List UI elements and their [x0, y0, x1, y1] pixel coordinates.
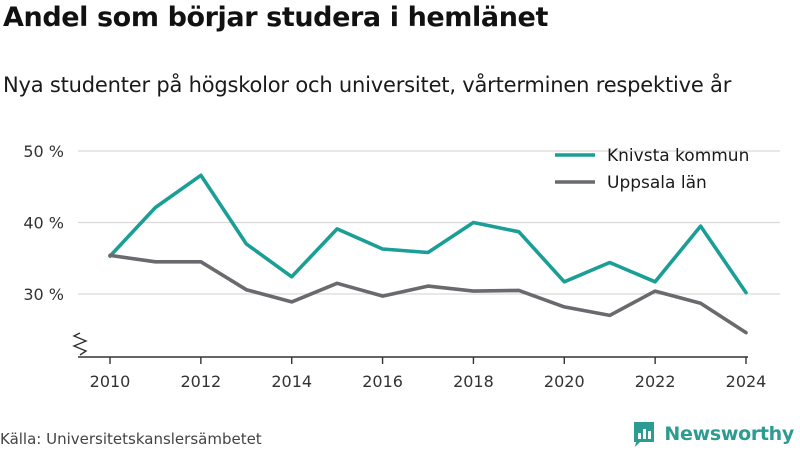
- chart-subtitle: Nya studenter på högskolor och universit…: [3, 73, 732, 97]
- y-tick-label: 40 %: [23, 214, 64, 233]
- x-tick-label: 2024: [726, 372, 767, 391]
- x-tick-label: 2014: [271, 372, 312, 391]
- x-tick-label: 2020: [544, 372, 585, 391]
- axis-break-icon: [72, 332, 88, 356]
- x-tick-label: 2018: [453, 372, 494, 391]
- x-tick-label: 2016: [362, 372, 403, 391]
- legend-label: Knivsta kommun: [607, 146, 749, 166]
- series-line-uppsala: [108, 253, 748, 335]
- x-tick-label: 2022: [635, 372, 676, 391]
- brand-logo: Newsworthy: [632, 420, 794, 448]
- source-note: Källa: Universitetskanslersämbetet: [0, 430, 262, 448]
- line-chart: 30 % 40 % 50 % 2010 2012 2014 2016 2018 2020 2022…: [23, 142, 780, 391]
- brand-name: Newsworthy: [664, 423, 794, 445]
- x-tick-label: 2012: [180, 372, 221, 391]
- y-tick-label: 30 %: [23, 285, 64, 304]
- chart-title: Andel som börjar studera i hemlänet: [3, 2, 548, 33]
- x-tick-label: 2010: [90, 372, 131, 391]
- y-tick-label: 50 %: [23, 142, 64, 161]
- newsworthy-logo-icon: [634, 422, 655, 447]
- series-line-knivsta: [108, 173, 748, 295]
- legend-label: Uppsala län: [607, 173, 707, 193]
